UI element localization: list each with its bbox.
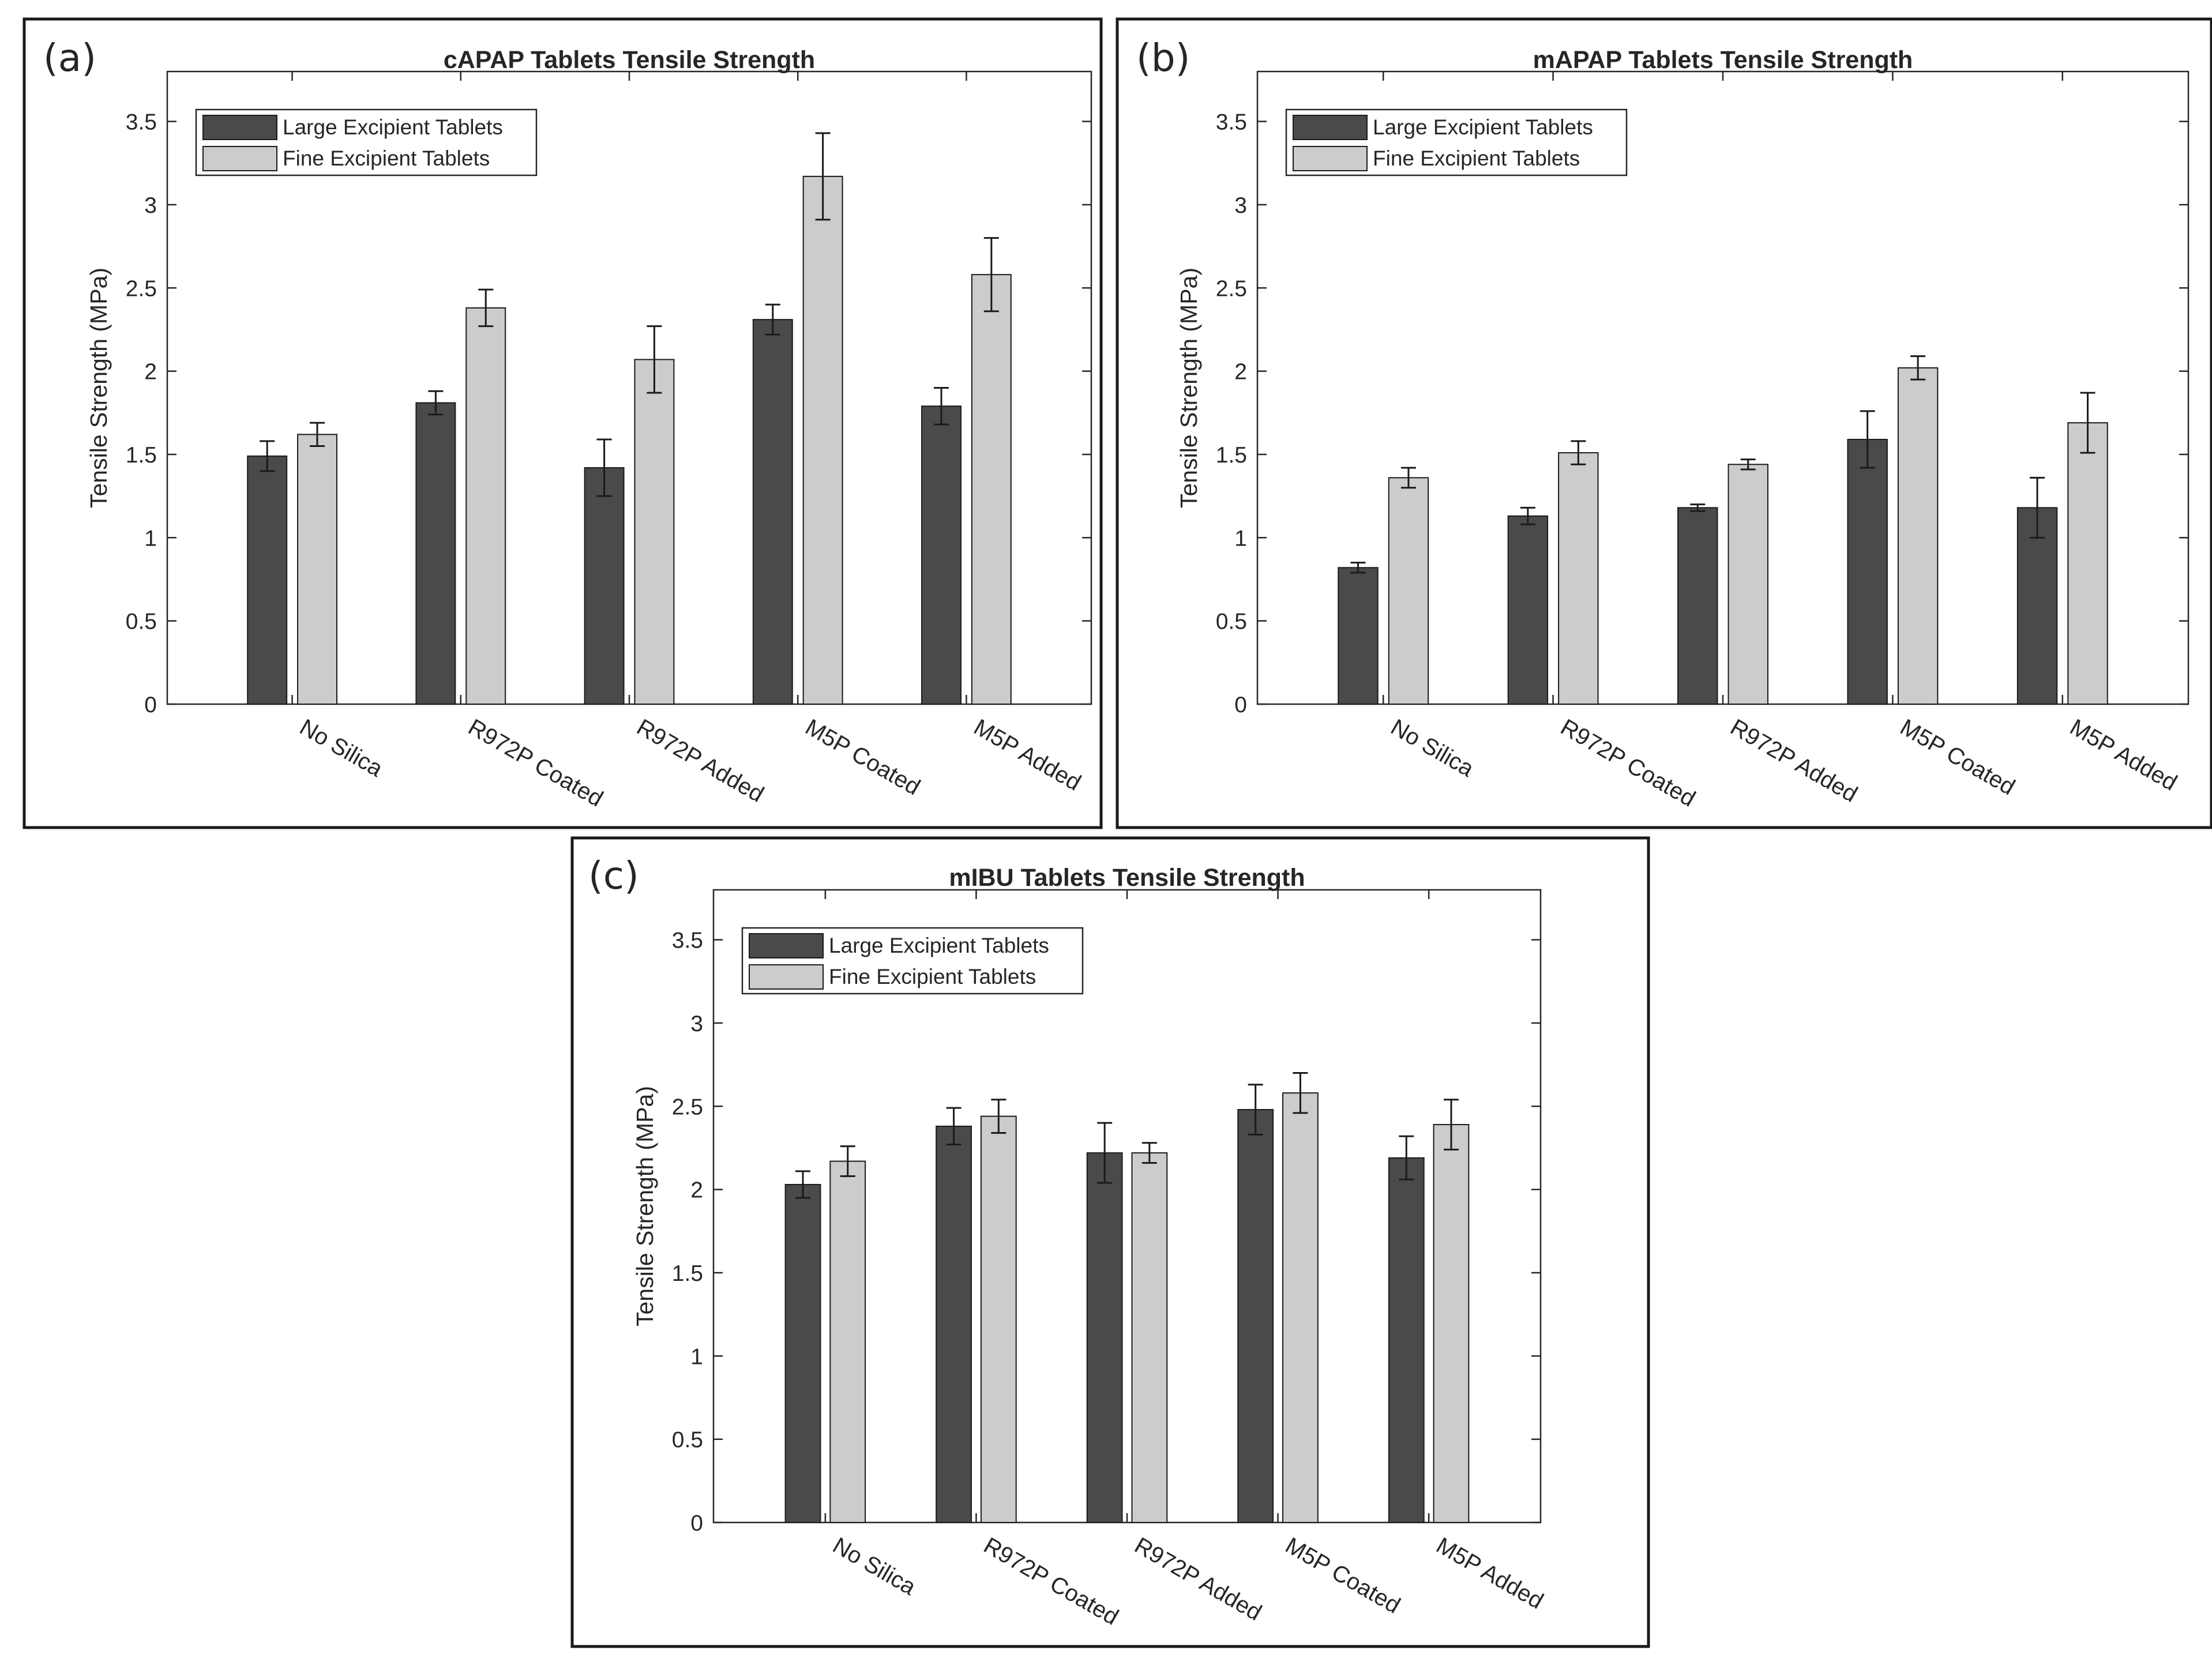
legend-label: Fine Excipient Tablets [1373,146,1580,170]
y-tick-label: 2.5 [1216,276,1247,301]
y-tick-label: 2 [1234,360,1247,385]
legend-label: Fine Excipient Tablets [829,965,1036,988]
y-tick-label: 2.5 [126,276,157,301]
y-tick-label: 2 [144,360,157,385]
legend-swatch-large [202,115,277,140]
y-tick-label: 0 [690,1511,703,1536]
panel-label: (a) [43,36,96,80]
legend-swatch-fine [202,146,277,171]
legend-swatch-fine [749,964,824,990]
legend-label: Fine Excipient Tablets [283,146,490,170]
chart-title: mAPAP Tablets Tensile Strength [1533,46,1913,74]
bar-fine-excipient [1558,452,1599,705]
y-tick-label: 3.5 [672,928,703,953]
y-axis-label: Tensile Strength (MPa) [1176,268,1202,508]
bar-large-excipient [1677,507,1718,705]
bar-large-excipient [1507,515,1549,705]
bar-fine-excipient [980,1115,1017,1523]
y-tick-label: 1 [144,526,157,551]
y-tick-label: 0.5 [672,1428,703,1453]
legend-label: Large Excipient Tablets [283,115,503,139]
bar-fine-excipient [1897,367,1939,705]
y-axis-label: Tensile Strength (MPa) [85,268,112,508]
y-tick-label: 0 [1234,693,1247,717]
y-tick-label: 1.5 [126,443,157,468]
y-tick-label: 1.5 [672,1261,703,1286]
bar-large-excipient [752,319,793,705]
bar-fine-excipient [1131,1152,1168,1524]
bar-fine-excipient [1388,477,1429,705]
panels: (a) cAPAP Tablets Tensile Strength 0 0.5 1 1.… [22,17,2212,1648]
bar-fine-excipient [1282,1092,1319,1523]
bar-large-excipient [1338,567,1379,705]
panel-label: (c) [588,854,639,898]
legend-swatch-large [1293,115,1368,140]
bar-large-excipient [247,455,288,705]
y-tick-label: 0 [144,693,157,717]
y-tick-label: 2.5 [672,1095,703,1119]
y-tick-label: 0.5 [126,610,157,634]
panel-c: (c) mIBU Tablets Tensile Strength 0 0.5 1 1.5… [570,836,1650,1648]
panel-a: (a) cAPAP Tablets Tensile Strength 0 0.5 1 1.… [22,17,1103,829]
bar-large-excipient [784,1183,821,1523]
y-tick-label: 0.5 [1216,610,1247,634]
bar-large-excipient [1388,1157,1425,1524]
chart-title: mIBU Tablets Tensile Strength [949,864,1305,892]
bar-fine-excipient [634,359,675,705]
chart-title: cAPAP Tablets Tensile Strength [444,46,815,74]
bar-fine-excipient [802,175,843,705]
bar-fine-excipient [465,307,506,705]
panel-label: (b) [1136,36,1190,80]
panel-b: (b) mAPAP Tablets Tensile Strength 0 0.5 1 1.… [1116,17,2212,829]
bar-large-excipient [921,405,962,705]
y-tick-label: 3.5 [1216,110,1247,135]
y-tick-label: 3.5 [126,110,157,135]
bar-large-excipient [936,1125,972,1523]
legend-swatch-large [749,933,824,958]
legend-label: Large Excipient Tablets [1373,115,1593,139]
bar-large-excipient [1237,1109,1274,1523]
y-tick-label: 1.5 [1216,443,1247,468]
bar-fine-excipient [1433,1124,1470,1523]
bar-large-excipient [584,467,625,705]
y-tick-label: 3 [690,1012,703,1036]
legend-label: Large Excipient Tablets [829,934,1049,957]
y-tick-label: 1 [1234,526,1247,551]
legend-swatch-fine [1293,146,1368,171]
y-tick-label: 2 [690,1178,703,1203]
y-axis-label: Tensile Strength (MPa) [632,1086,658,1326]
bar-large-excipient [1086,1152,1123,1524]
y-tick-label: 3 [1234,193,1247,218]
bar-fine-excipient [297,434,337,705]
bar-fine-excipient [971,274,1012,705]
y-tick-label: 1 [690,1344,703,1369]
bar-fine-excipient [2067,422,2108,705]
bar-large-excipient [2016,507,2058,705]
bar-large-excipient [1847,438,1888,705]
bar-fine-excipient [829,1160,866,1524]
bar-fine-excipient [1727,464,1768,705]
y-tick-label: 3 [144,193,157,218]
bar-large-excipient [415,402,456,705]
